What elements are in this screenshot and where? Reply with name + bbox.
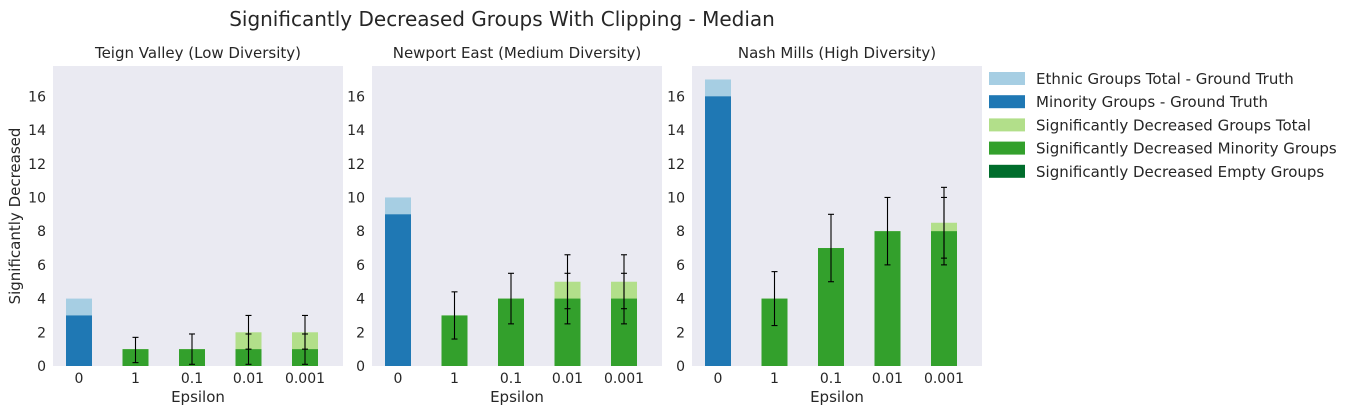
- x-axis-label: Epsilon: [810, 388, 864, 406]
- x-tick-label: 0.001: [924, 371, 964, 387]
- subplot-title: Nash Mills (High Diversity): [738, 44, 936, 62]
- y-tick-label: 2: [37, 325, 46, 341]
- x-tick-label: 0.01: [552, 371, 583, 387]
- legend-label: Significantly Decreased Empty Groups: [1036, 163, 1324, 181]
- legend-label: Minority Groups - Ground Truth: [1036, 93, 1268, 111]
- subplot-title: Teign Valley (Low Diversity): [94, 44, 301, 62]
- error-bar: [132, 336, 139, 364]
- error-bar: [451, 291, 458, 340]
- subplots: Teign Valley (Low Diversity)024681012141…: [6, 44, 982, 406]
- y-tick-label: 2: [676, 325, 685, 341]
- y-tick-label: 12: [667, 157, 685, 173]
- legend: Ethnic Groups Total - Ground Truth Minori…: [989, 70, 1337, 181]
- y-tick-label: 14: [28, 123, 46, 139]
- y-tick-label: 12: [347, 157, 365, 173]
- y-tick-label: 8: [356, 224, 365, 240]
- y-tick-label: 0: [356, 359, 365, 375]
- x-axis-label: Epsilon: [171, 388, 225, 406]
- x-tick-label: 0.01: [872, 371, 903, 387]
- y-tick-label: 6: [37, 258, 46, 274]
- x-tick-label: 0.1: [500, 371, 522, 387]
- subplot-1: Teign Valley (Low Diversity)024681012141…: [6, 44, 343, 406]
- error-bar: [189, 333, 195, 365]
- y-tick-label: 4: [676, 292, 685, 308]
- y-tick-label: 10: [28, 190, 46, 206]
- y-tick-label: 16: [667, 89, 685, 105]
- legend-label: Significantly Decreased Groups Total: [1036, 116, 1311, 134]
- bar-minority-groups: [66, 315, 92, 366]
- error-bar: [771, 271, 778, 327]
- y-tick-label: 4: [37, 292, 46, 308]
- error-bar: [828, 213, 834, 283]
- error-bar: [564, 272, 571, 325]
- y-tick-label: 12: [28, 157, 46, 173]
- figure-title: Significantly Decreased Groups With Clip…: [229, 7, 775, 31]
- y-tick-label: 2: [356, 325, 365, 341]
- y-tick-label: 8: [37, 224, 46, 240]
- x-tick-label: 0.001: [604, 371, 644, 387]
- x-tick-label: 1: [131, 371, 140, 387]
- y-tick-label: 16: [347, 89, 365, 105]
- y-tick-label: 6: [676, 258, 685, 274]
- plot-area: [53, 66, 343, 366]
- legend-label: Ethnic Groups Total - Ground Truth: [1036, 70, 1294, 88]
- subplot-title: Newport East (Medium Diversity): [393, 44, 642, 62]
- x-tick-label: 0.01: [233, 371, 264, 387]
- y-tick-label: 0: [37, 359, 46, 375]
- subplot-3: Nash Mills (High Diversity)0246810121416…: [667, 44, 982, 406]
- legend-swatch: [989, 72, 1025, 85]
- y-tick-label: 14: [347, 123, 365, 139]
- y-tick-label: 10: [347, 190, 365, 206]
- error-bar: [245, 333, 252, 365]
- error-bar: [941, 196, 947, 266]
- x-tick-label: 0: [75, 371, 84, 387]
- bar-minority-groups: [385, 214, 411, 366]
- legend-label: Significantly Decreased Minority Groups: [1036, 140, 1337, 158]
- legend-swatch: [989, 164, 1025, 178]
- legend-swatch: [989, 118, 1025, 132]
- y-tick-label: 8: [676, 224, 685, 240]
- y-tick-label: 14: [667, 123, 685, 139]
- error-bar: [884, 196, 891, 266]
- y-tick-label: 0: [676, 359, 685, 375]
- x-tick-label: 1: [770, 371, 779, 387]
- x-tick-label: 1: [450, 371, 459, 387]
- subplot-2: Newport East (Medium Diversity)024681012…: [347, 44, 662, 406]
- error-bar: [302, 333, 308, 365]
- x-tick-label: 0: [714, 371, 723, 387]
- x-axis-label: Epsilon: [490, 388, 544, 406]
- y-tick-label: 4: [356, 292, 365, 308]
- x-tick-label: 0.001: [285, 371, 325, 387]
- bar-minority-groups: [705, 96, 731, 366]
- x-tick-label: 0.1: [181, 371, 203, 387]
- error-bar: [508, 272, 514, 325]
- y-axis-label: Significantly Decreased: [6, 128, 24, 305]
- y-tick-label: 10: [667, 190, 685, 206]
- x-tick-label: 0: [394, 371, 403, 387]
- legend-swatch: [989, 95, 1025, 109]
- y-tick-label: 16: [28, 89, 46, 105]
- legend-swatch: [989, 141, 1025, 155]
- x-tick-label: 0.1: [820, 371, 842, 387]
- y-tick-label: 6: [356, 258, 365, 274]
- error-bar: [621, 272, 627, 325]
